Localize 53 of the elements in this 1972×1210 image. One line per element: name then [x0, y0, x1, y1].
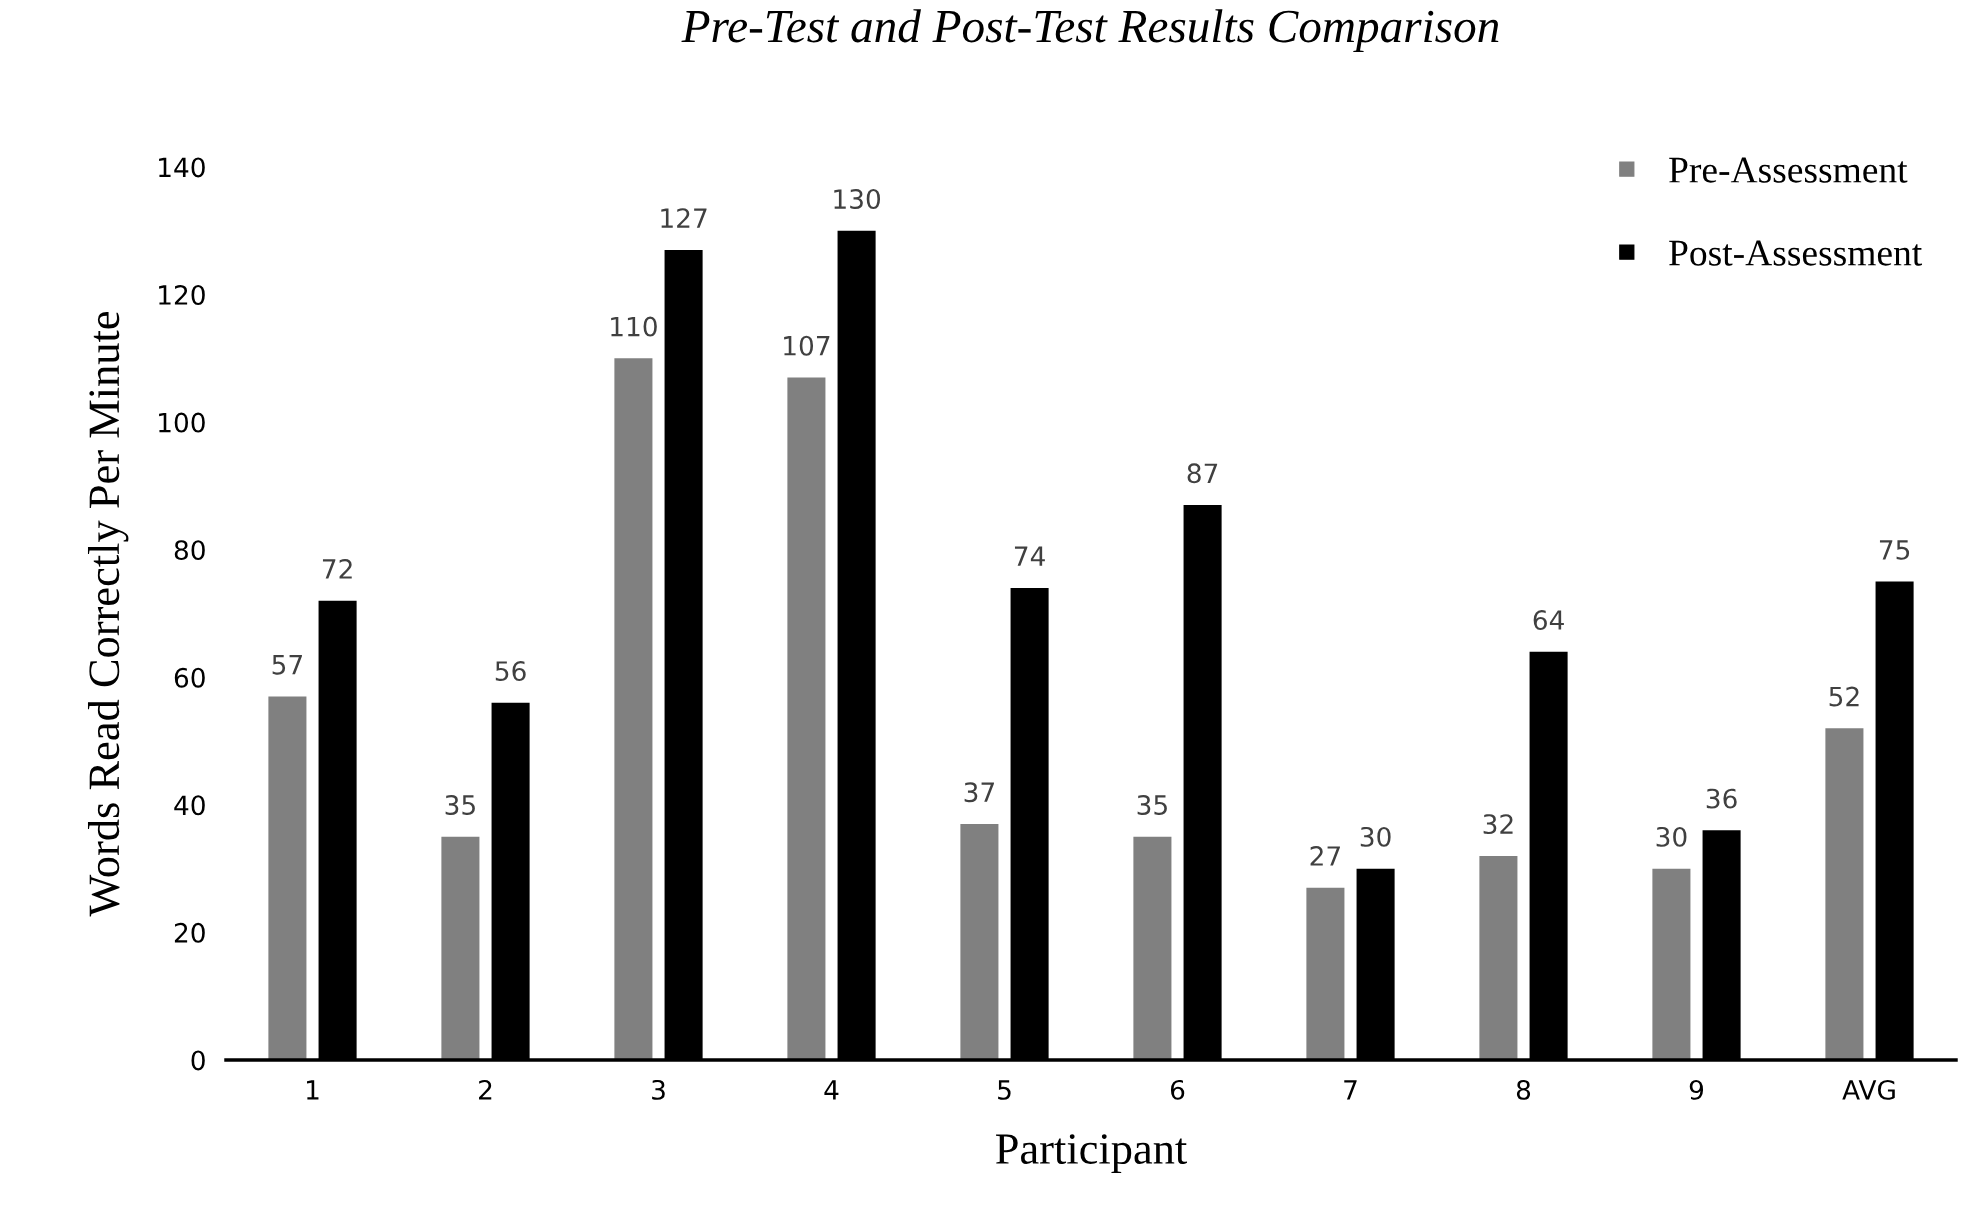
data-label: 107 [784, 335, 830, 356]
bar [787, 377, 826, 1060]
data-label: 64 [1533, 610, 1564, 630]
y-tick-label: 40 [174, 795, 205, 816]
data-label: 36 [1706, 788, 1737, 809]
data-label: 27 [1310, 846, 1340, 866]
data-label: 72 [322, 559, 352, 579]
legend-label: Pre-Assessment [1669, 157, 1908, 183]
data-label: 110 [611, 316, 657, 337]
bar [1652, 868, 1691, 1060]
bar [441, 836, 480, 1060]
y-axis-title: Words Read Correctly Per Minute [87, 311, 129, 917]
data-label: 74 [1014, 546, 1045, 566]
x-tick-label: 4 [824, 1080, 839, 1100]
x-tick-label: AVG [1842, 1079, 1895, 1100]
y-tick-label: 60 [174, 667, 205, 688]
data-label: 30 [1360, 826, 1391, 847]
bar [1306, 887, 1345, 1060]
data-label: 35 [1137, 795, 1167, 815]
bar [614, 358, 653, 1060]
y-tick-label: 80 [174, 540, 205, 561]
data-label: 52 [1829, 686, 1859, 707]
data-label: 87 [1187, 463, 1218, 484]
bar [1825, 728, 1864, 1060]
x-tick-label: 1 [307, 1080, 319, 1100]
data-label: 130 [834, 189, 881, 210]
bar [1479, 855, 1518, 1060]
data-label: 75 [1879, 540, 1910, 560]
x-tick-label: 7 [1344, 1080, 1357, 1100]
data-label: 127 [661, 208, 707, 228]
chart-title: Pre-Test and Post-Test Results Comparison [681, 9, 1499, 53]
x-tick-label: 6 [1170, 1079, 1185, 1100]
y-tick-label: 0 [191, 1050, 205, 1071]
data-label: 35 [445, 795, 475, 815]
data-label: 30 [1656, 826, 1687, 847]
y-tick-label: 20 [174, 922, 205, 943]
x-tick-label: 8 [1516, 1079, 1531, 1100]
x-tick-label: 3 [652, 1079, 665, 1100]
data-label: 57 [272, 655, 302, 675]
x-tick-label: 5 [998, 1080, 1011, 1100]
data-label: 37 [964, 782, 994, 803]
y-tick-label: 120 [159, 285, 205, 305]
x-axis-title: Participant [996, 1134, 1188, 1174]
bar [1133, 836, 1172, 1060]
data-label: 32 [1483, 814, 1513, 835]
bar [960, 823, 999, 1060]
legend-label: Post-Assessment [1669, 240, 1923, 266]
bar [268, 696, 307, 1060]
x-tick-label: 9 [1689, 1079, 1704, 1100]
data-label: 56 [495, 661, 526, 682]
y-tick-label: 100 [159, 412, 205, 433]
y-tick-label: 140 [159, 157, 205, 178]
x-tick-label: 2 [479, 1079, 492, 1100]
